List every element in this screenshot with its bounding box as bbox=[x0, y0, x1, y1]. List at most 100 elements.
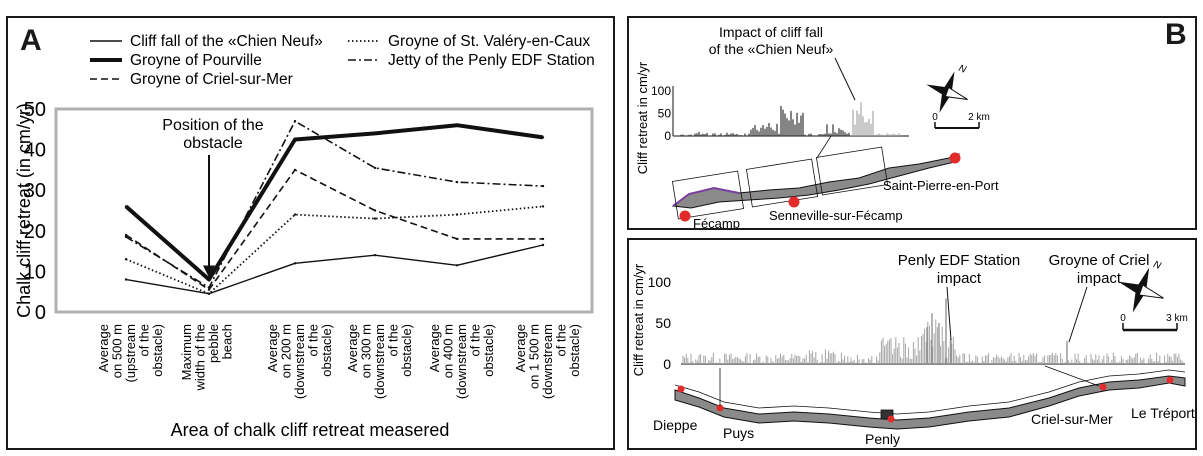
x-tick-label-line: of the bbox=[306, 324, 321, 357]
y-tick-label: 30 bbox=[24, 180, 46, 202]
y-tick-label: 50 bbox=[658, 107, 672, 121]
x-tick-label-line: of the bbox=[137, 324, 152, 357]
series-point bbox=[373, 217, 377, 220]
x-tick-label-line: on 400 m bbox=[441, 324, 456, 378]
sector-box bbox=[745, 158, 819, 208]
x-tick-label-line: on 200 m bbox=[279, 324, 294, 378]
series-point bbox=[293, 213, 297, 216]
x-tick-label-line: obstacle) bbox=[567, 324, 582, 377]
penly-station-icon bbox=[880, 409, 894, 420]
cliff-top-line bbox=[674, 369, 1186, 415]
place-label: Dieppe bbox=[653, 417, 698, 433]
series-point bbox=[373, 166, 377, 170]
series-point bbox=[124, 235, 128, 239]
y-axis-label: Chalk cliff retreat (in cm/yr) bbox=[14, 103, 34, 318]
y-tick-label: 0 bbox=[35, 302, 46, 324]
annotation-line-2: obstacle bbox=[183, 135, 243, 152]
series-point bbox=[541, 205, 545, 208]
panel-b-bottom: Cliff retreat in cm/yr 0 50 100 Penly EDF St… bbox=[627, 238, 1197, 450]
legend-label: Groyne of St. Valéry-en-Caux bbox=[388, 33, 590, 50]
series-point bbox=[207, 292, 211, 295]
series-point bbox=[124, 278, 128, 281]
series-point bbox=[373, 254, 377, 257]
site-dot bbox=[677, 385, 685, 393]
x-tick-label-line: Average bbox=[96, 324, 111, 372]
coastline bbox=[674, 375, 1186, 430]
series-point bbox=[207, 288, 211, 291]
scale-end: 2 km bbox=[968, 112, 990, 123]
series-point bbox=[293, 120, 297, 123]
coastline bbox=[671, 153, 960, 209]
series-line-3 bbox=[125, 205, 544, 295]
north-arrow-west bbox=[1118, 281, 1143, 295]
x-tick-label-line: obstacle) bbox=[399, 324, 414, 377]
x-axis-label: Area of chalk cliff retreat measered bbox=[171, 420, 450, 440]
y-axis-label: Cliff retreat in cm/yr bbox=[631, 263, 646, 376]
x-tick-label-line: Average bbox=[265, 324, 280, 372]
impact-label-line-2: of the «Chien Neuf» bbox=[709, 41, 834, 57]
place-label: Criel-sur-Mer bbox=[1031, 411, 1113, 427]
place-label: Puys bbox=[723, 425, 754, 441]
x-tick-label-line: on 500 m bbox=[110, 324, 125, 378]
site-dot bbox=[679, 210, 691, 222]
impact-leader bbox=[946, 286, 952, 341]
series-point bbox=[124, 258, 128, 261]
series-point bbox=[124, 233, 128, 237]
impact-label-line-2: impact bbox=[1077, 270, 1122, 287]
panel-a: A 0 10 20 30 40 50 Chalk cliff retreat (in cm/… bbox=[6, 16, 615, 450]
x-tick-label-line: of the bbox=[554, 324, 569, 357]
series-point bbox=[373, 132, 377, 135]
fecamp-retreat-profile: Cliff retreat in cm/yr 0 50 100 Impact of cl… bbox=[635, 24, 999, 228]
north-label: N bbox=[1152, 259, 1163, 272]
series-point bbox=[455, 264, 459, 267]
panel-a-letter: A bbox=[20, 24, 42, 57]
site-dot bbox=[949, 152, 961, 164]
north-arrow-icon: N bbox=[1118, 259, 1164, 313]
x-tick-label-line: (downstream bbox=[292, 324, 307, 399]
x-tick-label-line: beach bbox=[220, 324, 235, 359]
sector-box bbox=[815, 146, 889, 196]
series-point bbox=[541, 237, 545, 241]
x-tick-label-line: obstacle) bbox=[150, 324, 165, 377]
site-dot bbox=[1166, 376, 1174, 384]
series-point bbox=[541, 184, 545, 188]
series-point bbox=[455, 124, 459, 127]
series-line-0 bbox=[125, 244, 544, 295]
series-point bbox=[293, 262, 297, 265]
series-point bbox=[293, 138, 297, 141]
impact-label-line-1: Penly EDF Station bbox=[898, 252, 1021, 269]
place-label: Le Tréport bbox=[1131, 405, 1195, 421]
scale-start: 0 bbox=[1120, 313, 1126, 324]
y-tick-label: 50 bbox=[655, 315, 671, 331]
dieppe-treport-retreat-profile: Cliff retreat in cm/yr 0 50 100 Penly EDF St… bbox=[631, 252, 1195, 447]
x-tick-label-line: (downstream bbox=[540, 324, 555, 399]
site-leader bbox=[1044, 365, 1100, 387]
north-arrow-west bbox=[926, 84, 949, 97]
x-tick-label-line: of the bbox=[386, 324, 401, 357]
sector-connector bbox=[816, 135, 832, 159]
x-tick-label-line: obstacle) bbox=[319, 324, 334, 377]
impact-leader bbox=[834, 57, 856, 101]
place-label: Penly bbox=[865, 431, 900, 447]
series-point bbox=[207, 278, 211, 281]
site-dot bbox=[1099, 383, 1107, 391]
impact-label-line-2: impact bbox=[937, 270, 982, 287]
annotation-line-1: Position of the bbox=[162, 117, 264, 134]
x-tick-label-line: Maximum bbox=[179, 324, 194, 380]
x-tick-label-line: obstacle) bbox=[481, 324, 496, 377]
cropped-caption-strip bbox=[0, 0, 1203, 14]
coast-highlight bbox=[672, 186, 740, 207]
x-tick-label-line: of the bbox=[468, 324, 483, 357]
series-point bbox=[293, 168, 297, 172]
series-point bbox=[541, 136, 545, 139]
y-tick-label: 50 bbox=[24, 99, 46, 121]
panel-b-letter: B bbox=[1165, 18, 1187, 51]
place-label: Saint-Pierre-en-Port bbox=[883, 178, 999, 193]
place-label: Senneville-sur-Fécamp bbox=[769, 208, 903, 223]
